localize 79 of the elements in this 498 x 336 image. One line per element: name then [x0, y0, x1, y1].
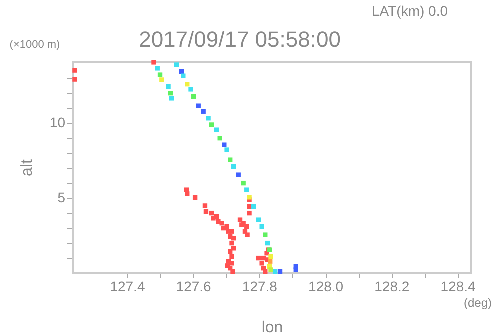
point [247, 195, 252, 200]
point [256, 218, 262, 222]
x-tick-label: 128.2 [374, 278, 410, 294]
point [231, 246, 236, 251]
point [268, 259, 273, 264]
point [238, 218, 243, 222]
point [278, 269, 283, 274]
point [185, 192, 190, 196]
point [174, 62, 180, 68]
point [263, 232, 268, 238]
y-tick-label: 10 [50, 114, 66, 131]
point [179, 69, 184, 74]
point [185, 82, 190, 87]
point [224, 224, 230, 230]
point [222, 142, 227, 148]
point [72, 68, 78, 73]
point [236, 172, 241, 178]
x-axis-title: lon [262, 320, 284, 336]
point [160, 78, 164, 82]
point [231, 164, 236, 170]
x-tick-label: 127.6 [176, 278, 212, 294]
point [268, 268, 274, 272]
point [251, 204, 256, 210]
point [214, 128, 220, 132]
point [230, 254, 234, 259]
point [202, 204, 208, 208]
point [201, 109, 206, 114]
point [169, 96, 174, 101]
point [191, 94, 196, 99]
text: LAT(km) 0.0 [372, 3, 448, 19]
y-tick-label: 5 [58, 190, 66, 206]
point [224, 148, 230, 152]
point [245, 232, 250, 238]
x-tick-label: 127.8 [242, 278, 278, 294]
point [166, 84, 171, 90]
point [260, 224, 264, 230]
text: (×1000 m) [10, 39, 60, 51]
y-axis-title: alt [18, 159, 36, 176]
point [241, 180, 246, 186]
point [230, 261, 234, 266]
point [230, 229, 234, 234]
text: (deg) [464, 296, 492, 310]
point [181, 74, 186, 78]
point [260, 261, 264, 266]
point [192, 195, 198, 200]
point [225, 264, 230, 268]
x-tick-label: 127.4 [110, 278, 146, 294]
point [209, 210, 214, 216]
point [272, 269, 278, 274]
point [196, 104, 201, 108]
point [247, 204, 252, 210]
point [294, 264, 298, 270]
point [263, 269, 268, 274]
point [228, 158, 233, 162]
point [265, 240, 270, 246]
point [230, 269, 236, 274]
point [231, 236, 236, 241]
point [204, 209, 209, 214]
point [261, 256, 266, 261]
point [188, 87, 194, 92]
point [220, 221, 224, 226]
x-tick-label: 128.0 [308, 278, 344, 294]
point [244, 188, 250, 192]
x-tick-label: 128.4 [440, 278, 476, 294]
point [168, 91, 174, 96]
point [247, 210, 252, 216]
point [206, 116, 211, 121]
point [230, 240, 234, 246]
point [218, 136, 222, 141]
point [209, 122, 214, 128]
point [244, 224, 250, 230]
point [72, 77, 78, 82]
point [228, 249, 233, 254]
point [268, 254, 274, 259]
point [214, 214, 220, 220]
point [155, 66, 160, 71]
point [158, 72, 163, 78]
point [256, 256, 262, 261]
chart-title: 2017/09/17 05:58:00 [139, 27, 341, 52]
